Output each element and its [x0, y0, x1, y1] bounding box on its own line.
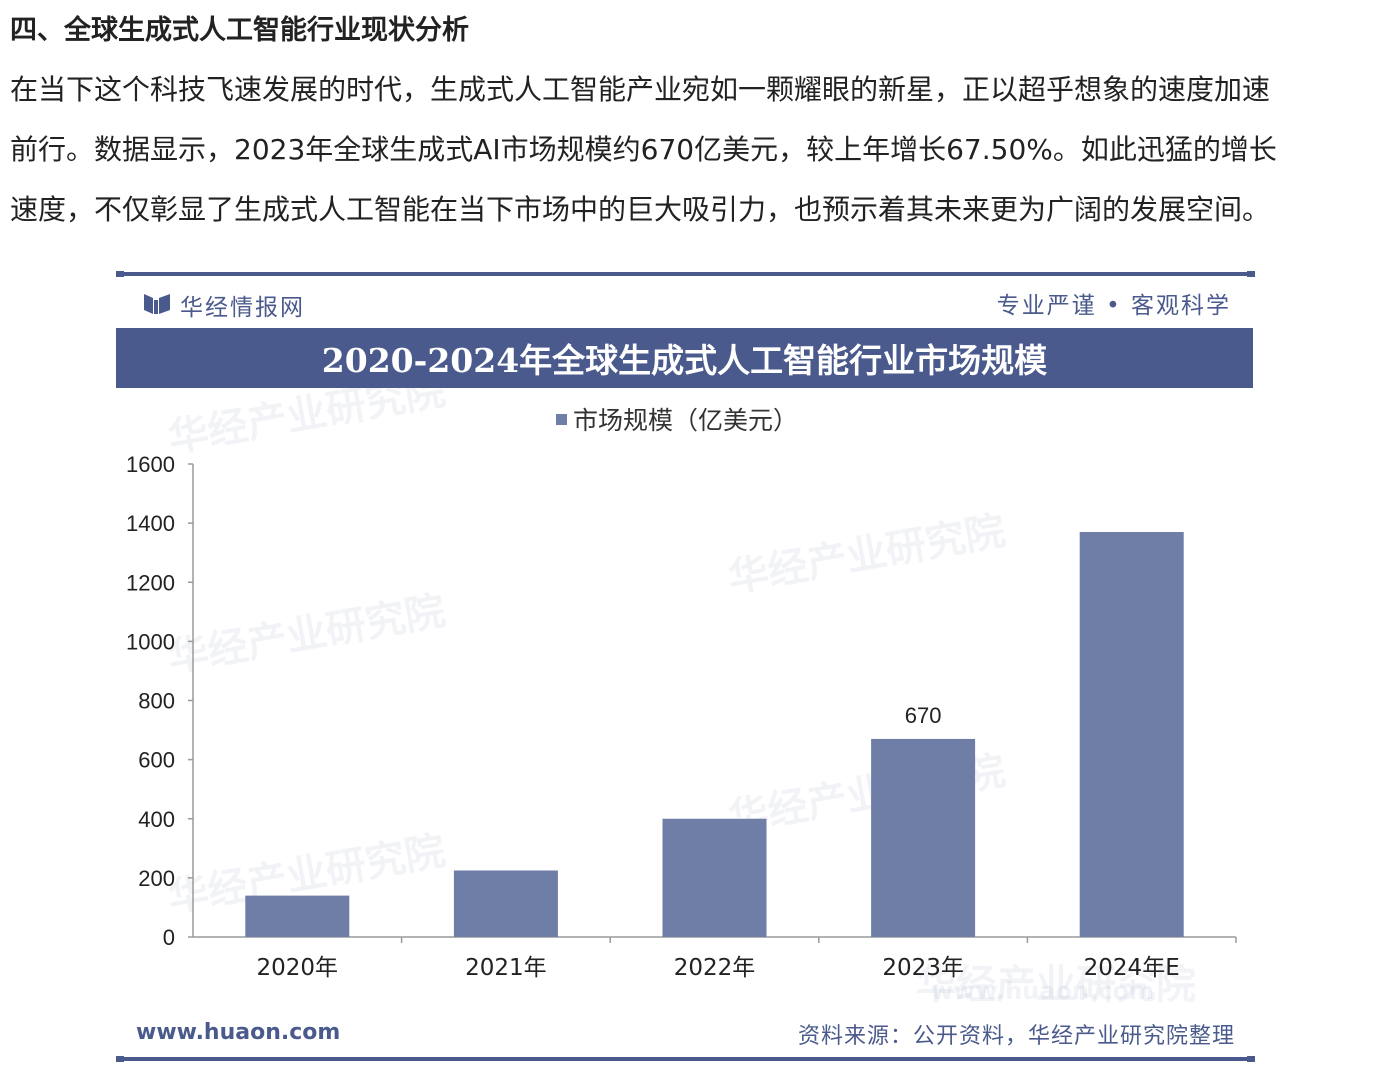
- y-tick-label: 800: [138, 689, 175, 714]
- chart-title-bar: 2020-2024年全球生成式人工智能行业市场规模: [116, 328, 1253, 388]
- chart-card: 华经产业研究院 华经产业研究院 华经产业研究院 华经产业研究院 华经产业研究院 …: [116, 271, 1255, 1067]
- x-tick-label: 2022年: [674, 955, 756, 981]
- bar: [1079, 531, 1184, 937]
- brand-logo-icon: [144, 294, 170, 314]
- y-tick-label: 1400: [126, 511, 175, 536]
- x-tick-label: 2024年E: [1084, 955, 1180, 981]
- y-tick-label: 200: [138, 866, 175, 891]
- paragraph-line: 速度，不仅彰显了生成式人工智能在当下市场中的巨大吸引力，也预示着其未来更为广阔的…: [10, 193, 1271, 226]
- card-top-rule: [116, 271, 1255, 277]
- y-tick-label: 600: [138, 748, 175, 773]
- chart-legend: 市场规模（亿美元）: [556, 404, 799, 435]
- y-tick-label: 0: [163, 925, 175, 950]
- footer-source: 资料来源：公开资料，华经产业研究院整理: [797, 1024, 1235, 1049]
- bar: [453, 870, 558, 937]
- paragraph-line: 前行。数据显示，2023年全球生成式AI市场规模约670亿美元，较上年增长67.…: [10, 133, 1277, 166]
- bar-chart-plot: 0 200 400 600 800 1000 1200 1400 1600 2020年 2021年 2…: [126, 452, 1237, 981]
- y-tick-label: 1200: [126, 570, 175, 595]
- y-tick-label: 1600: [126, 452, 175, 477]
- y-tick-label: 400: [138, 807, 175, 832]
- x-tick-label: 2020年: [257, 955, 339, 981]
- bar: [662, 818, 767, 937]
- legend-swatch: [556, 413, 567, 425]
- x-tick-label: 2023年: [882, 955, 964, 981]
- data-label: 670: [905, 703, 942, 728]
- brand-row: 华经情报网 专业严谨 • 客观科学: [116, 284, 1255, 324]
- footer-url: www.huaon.com: [136, 1020, 341, 1045]
- chart-title: 2020-2024年全球生成式人工智能行业市场规模: [321, 341, 1048, 380]
- section-heading: 四、全球生成式人工智能行业现状分析: [10, 15, 469, 46]
- brand-name: 华经情报网: [180, 295, 305, 321]
- brand-slogan: 专业严谨 • 客观科学: [996, 293, 1231, 319]
- y-tick-label: 1000: [126, 629, 175, 654]
- bar: [245, 895, 350, 937]
- card-bottom-rule: [116, 1056, 1255, 1062]
- article-paragraph: 在当下这个科技飞速发展的时代，生成式人工智能产业宛如一颗耀眼的新星，正以超乎想象…: [10, 60, 1370, 240]
- bar: [871, 738, 976, 937]
- legend-label: 市场规模（亿美元）: [573, 406, 799, 435]
- paragraph-line: 在当下这个科技飞速发展的时代，生成式人工智能产业宛如一颗耀眼的新星，正以超乎想象…: [10, 73, 1271, 106]
- x-tick-label: 2021年: [465, 955, 547, 981]
